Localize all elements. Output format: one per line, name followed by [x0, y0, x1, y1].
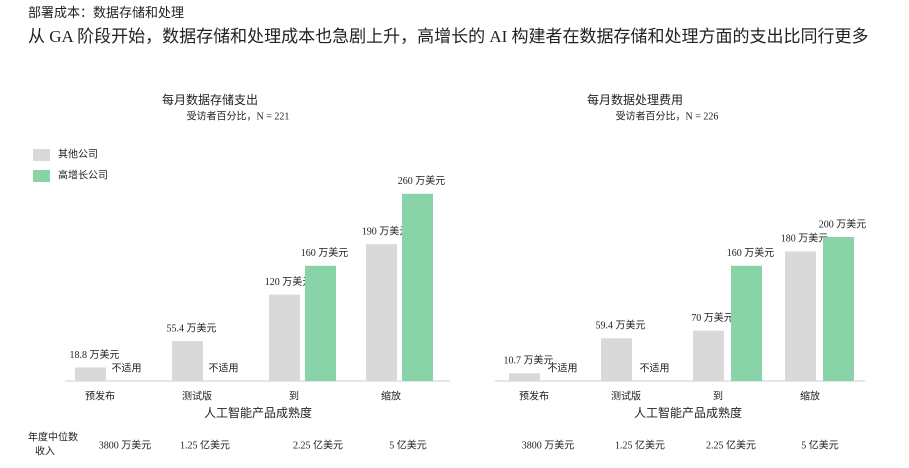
revenue-label: 收入	[35, 444, 55, 457]
x-tick-label: 缩放	[381, 389, 401, 402]
value-label: 190 万美元	[362, 224, 410, 237]
value-label: 不适用	[640, 362, 670, 374]
chart-subtitle: 受访者百分比，N = 221	[187, 110, 290, 122]
bar	[269, 294, 300, 381]
bar	[402, 193, 433, 381]
value-label: 200 万美元	[819, 217, 867, 230]
legend-swatch	[33, 149, 50, 161]
x-axis-label: 人工智能产品成熟度	[634, 405, 742, 420]
value-label: 18.8 万美元	[70, 348, 120, 361]
value-label: 70 万美元	[691, 311, 734, 324]
revenue-value: 2.25 亿美元	[706, 438, 756, 451]
revenue-label: 年度中位数	[28, 430, 78, 443]
value-label: 160 万美元	[727, 246, 775, 259]
revenue-value: 5 亿美元	[801, 438, 839, 451]
legend-label: 高增长公司	[58, 168, 108, 181]
value-label: 180 万美元	[781, 232, 829, 245]
value-label: 120 万美元	[265, 275, 313, 288]
value-label: 55.4 万美元	[167, 321, 217, 334]
x-tick-label: 预发布	[85, 389, 115, 402]
bar	[731, 265, 762, 381]
bar	[509, 373, 540, 381]
revenue-value: 1.25 亿美元	[180, 438, 230, 451]
bar	[172, 341, 203, 381]
value-label: 260 万美元	[398, 174, 446, 187]
revenue-value: 3800 万美元	[522, 438, 575, 451]
bar	[366, 244, 397, 381]
x-axis-label: 人工智能产品成熟度	[204, 405, 312, 420]
value-label: 160 万美元	[301, 246, 349, 259]
value-label: 不适用	[112, 362, 142, 374]
value-label: 不适用	[209, 362, 239, 374]
revenue-value: 1.25 亿美元	[615, 438, 665, 451]
legend-label: 其他公司	[58, 147, 98, 160]
bar	[823, 237, 854, 381]
x-tick-label: 预发布	[519, 389, 549, 402]
chart-title: 每月数据处理费用	[587, 92, 683, 107]
revenue-value: 3800 万美元	[99, 438, 152, 451]
x-tick-label: 缩放	[800, 389, 820, 402]
x-tick-label: 测试版	[182, 389, 212, 402]
bar	[601, 338, 632, 381]
headline: 从 GA 阶段开始，数据存储和处理成本也急剧上升，高增长的 AI 构建者在数据存…	[28, 27, 869, 46]
x-tick-label: 到	[713, 390, 723, 402]
bar	[305, 265, 336, 381]
revenue-value: 5 亿美元	[389, 438, 427, 451]
supertitle: 部署成本：数据存储和处理	[28, 5, 184, 20]
chart-subtitle: 受访者百分比，N = 226	[616, 110, 719, 122]
bar	[75, 367, 106, 381]
x-tick-label: 测试版	[611, 389, 641, 402]
bar	[785, 251, 816, 381]
revenue-value: 2.25 亿美元	[293, 438, 343, 451]
x-tick-label: 到	[289, 390, 299, 402]
value-label: 10.7 万美元	[504, 354, 554, 367]
chart-title: 每月数据存储支出	[162, 92, 258, 107]
legend-swatch	[33, 170, 50, 182]
value-label: 59.4 万美元	[596, 319, 646, 332]
value-label: 不适用	[548, 362, 578, 374]
bar	[693, 330, 724, 381]
